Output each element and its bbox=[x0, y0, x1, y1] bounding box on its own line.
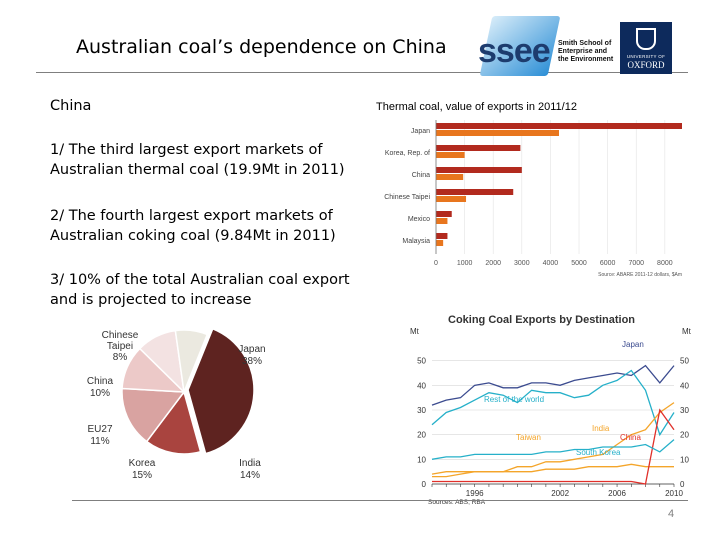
pie-slice-label: Taipei bbox=[107, 341, 133, 352]
line-y-tick-right: 40 bbox=[680, 381, 689, 390]
title-divider bbox=[36, 72, 688, 73]
section-heading: China bbox=[50, 98, 92, 114]
pie-slice-label: 15% bbox=[132, 470, 152, 481]
bar-x-tick-label: 4000 bbox=[543, 260, 559, 267]
bar-series-1 bbox=[436, 145, 521, 151]
pie-slice-label: 11% bbox=[90, 436, 109, 447]
line-source-note: Sources: ABS; RBA bbox=[428, 499, 486, 506]
bar-category-label: Korea, Rep. of bbox=[385, 150, 430, 157]
line-series-label: South Korea bbox=[576, 448, 621, 457]
pie-slice-label: Chinese bbox=[102, 330, 139, 341]
bar-series-1 bbox=[436, 233, 448, 239]
oxford-crest-icon bbox=[636, 28, 656, 50]
line-y-tick-left: 20 bbox=[417, 431, 426, 440]
bar-series-1 bbox=[436, 189, 514, 195]
line-series-label: India bbox=[592, 424, 610, 433]
line-y-tick-right: 20 bbox=[680, 431, 689, 440]
bar-series-2 bbox=[436, 240, 444, 246]
oxford-logo-name: OXFORD bbox=[627, 60, 665, 70]
bar-x-tick-label: 3000 bbox=[514, 260, 530, 267]
line-series-label: Japan bbox=[622, 340, 644, 349]
bar-series-1 bbox=[436, 211, 452, 217]
line-x-tick-label: 2006 bbox=[608, 489, 626, 498]
line-x-tick-label: 1996 bbox=[466, 489, 484, 498]
bar-x-tick-label: 0 bbox=[434, 260, 438, 267]
bar-category-label: Japan bbox=[411, 128, 430, 135]
bar-x-tick-label: 6000 bbox=[600, 260, 616, 267]
pie-slice-label: Korea bbox=[129, 458, 156, 469]
slide-title: Australian coal’s dependence on China bbox=[76, 36, 447, 58]
pie-slice bbox=[187, 327, 255, 455]
bullet-share: 3/ 10% of the total Australian coal expo… bbox=[50, 272, 350, 308]
line-series-south-korea bbox=[431, 439, 675, 460]
line-y-label-right: Mt bbox=[682, 327, 692, 336]
bar-source-note: Source: ABARE 2011-12 dollars, $Am bbox=[598, 272, 682, 278]
line-series-rest-of-the-world bbox=[431, 369, 675, 437]
pie-slice-label: India bbox=[239, 458, 261, 469]
bar-category-label: Chinese Taipei bbox=[384, 194, 430, 201]
line-y-tick-left: 40 bbox=[417, 381, 426, 390]
line-chart-title: Coking Coal Exports by Destination bbox=[448, 314, 635, 326]
line-x-tick-label: 2002 bbox=[551, 489, 569, 498]
line-series-label: Taiwan bbox=[516, 433, 541, 442]
line-y-tick-left: 50 bbox=[417, 357, 426, 366]
bar-category-label: China bbox=[412, 172, 430, 179]
line-y-label-left: Mt bbox=[410, 327, 420, 336]
bar-x-tick-label: 1000 bbox=[457, 260, 473, 267]
pie-slice bbox=[121, 387, 186, 443]
bar-x-tick-label: 7000 bbox=[628, 260, 644, 267]
bar-series-2 bbox=[436, 218, 448, 224]
pie-slice-label: 10% bbox=[90, 388, 110, 399]
pie-slice-label: 8% bbox=[113, 352, 128, 363]
pie-slice-label: Japan bbox=[238, 344, 265, 355]
pie-slice bbox=[145, 390, 202, 455]
coking-coal-line-chart: Coking Coal Exports by Destination Mt Mt 0 0… bbox=[398, 308, 702, 508]
bar-series-1 bbox=[436, 123, 682, 129]
line-x-tick-label: 2010 bbox=[665, 489, 683, 498]
bar-series-2 bbox=[436, 152, 465, 158]
line-y-tick-right: 10 bbox=[680, 455, 689, 464]
bar-category-label: Malaysia bbox=[402, 238, 430, 245]
line-series-label: Rest of the world bbox=[484, 395, 544, 404]
pie-slice bbox=[174, 329, 209, 395]
line-y-tick-right: 50 bbox=[680, 357, 689, 366]
bar-x-tick-label: 2000 bbox=[485, 260, 501, 267]
line-y-tick-right: 30 bbox=[680, 406, 689, 415]
bar-series-2 bbox=[436, 196, 467, 202]
bar-x-tick-label: 5000 bbox=[571, 260, 587, 267]
line-y-tick-left: 30 bbox=[417, 406, 426, 415]
bar-series-2 bbox=[436, 130, 559, 136]
line-series-china bbox=[432, 408, 675, 485]
page-number: 4 bbox=[668, 508, 675, 520]
thermal-coal-bar-chart: Thermal coal, value of exports in 2011/1… bbox=[376, 101, 682, 278]
pie-slice-label: EU27 bbox=[87, 424, 112, 435]
line-series-label: China bbox=[620, 433, 641, 442]
bullet-thermal: 1/ The third largest export markets of A… bbox=[50, 142, 345, 178]
bar-series-1 bbox=[436, 167, 522, 173]
line-chart-background bbox=[398, 308, 702, 508]
oxford-logo-top: UNIVERSITY OF bbox=[626, 54, 666, 59]
line-y-tick-right: 0 bbox=[680, 480, 685, 489]
line-series-taiwan bbox=[431, 463, 674, 475]
footer-divider bbox=[72, 500, 688, 501]
pie-slice-label: China bbox=[87, 376, 114, 387]
bar-category-label: Mexico bbox=[408, 216, 430, 223]
pie-slice-label: 14% bbox=[240, 470, 260, 481]
pie-slice-label: 38% bbox=[242, 356, 262, 367]
bar-x-tick-label: 8000 bbox=[657, 260, 673, 267]
ssee-logo-subtitle: Smith School of Enterprise and the Envir… bbox=[558, 40, 614, 63]
oxford-logo: UNIVERSITY OF OXFORD bbox=[620, 22, 672, 74]
ssee-logo-word: ssee bbox=[478, 32, 551, 70]
line-y-tick-left: 10 bbox=[417, 455, 426, 464]
bar-chart-title: Thermal coal, value of exports in 2011/1… bbox=[376, 101, 577, 113]
line-y-tick-left: 0 bbox=[422, 480, 427, 489]
bar-series-2 bbox=[436, 174, 464, 180]
ssee-logo: ssee Smith School of Enterprise and the … bbox=[478, 14, 613, 78]
bullet-coking: 2/ The fourth largest export markets of … bbox=[50, 208, 336, 244]
